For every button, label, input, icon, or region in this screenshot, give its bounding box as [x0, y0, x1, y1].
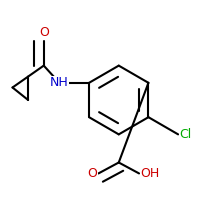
Text: Cl: Cl: [180, 128, 192, 141]
Text: NH: NH: [50, 76, 69, 89]
Text: OH: OH: [141, 167, 160, 180]
Text: O: O: [39, 26, 49, 39]
Text: O: O: [87, 167, 97, 180]
